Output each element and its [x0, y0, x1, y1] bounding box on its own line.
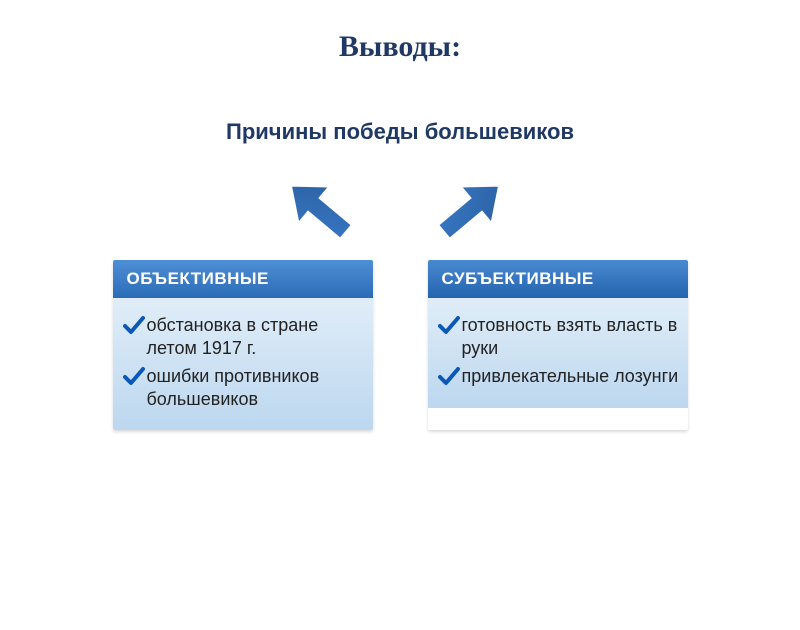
box-body: обстановка в стране летом 1917 г. ошибки…	[113, 298, 373, 430]
box-objective: ОБЪЕКТИВНЫЕ обстановка в стране летом 19…	[113, 260, 373, 430]
check-icon	[121, 314, 147, 336]
boxes-row: ОБЪЕКТИВНЫЕ обстановка в стране летом 19…	[0, 260, 800, 430]
arrow-left-icon	[260, 155, 380, 265]
item-text: готовность взять власть в руки	[462, 314, 680, 359]
diagram-title: Причины победы большевиков	[0, 119, 800, 145]
item-text: привлекательные лозунги	[462, 365, 679, 388]
list-item: обстановка в стране летом 1917 г.	[121, 314, 365, 359]
check-icon	[436, 314, 462, 336]
item-text: ошибки противников большевиков	[147, 365, 365, 410]
arrow-right-icon	[410, 155, 530, 265]
arrow-shape	[429, 167, 515, 250]
list-item: привлекательные лозунги	[436, 365, 680, 388]
list-item: готовность взять власть в руки	[436, 314, 680, 359]
check-icon	[121, 365, 147, 387]
item-text: обстановка в стране летом 1917 г.	[147, 314, 365, 359]
list-item: ошибки противников большевиков	[121, 365, 365, 410]
page-title: Выводы:	[0, 30, 800, 64]
box-header: ОБЪЕКТИВНЫЕ	[113, 260, 373, 298]
arrows-row	[0, 155, 800, 265]
box-body: готовность взять власть в руки привлекат…	[428, 298, 688, 408]
box-subjective: СУБЪЕКТИВНЫЕ готовность взять власть в р…	[428, 260, 688, 430]
box-header: СУБЪЕКТИВНЫЕ	[428, 260, 688, 298]
arrow-shape	[275, 167, 361, 250]
check-icon	[436, 365, 462, 387]
